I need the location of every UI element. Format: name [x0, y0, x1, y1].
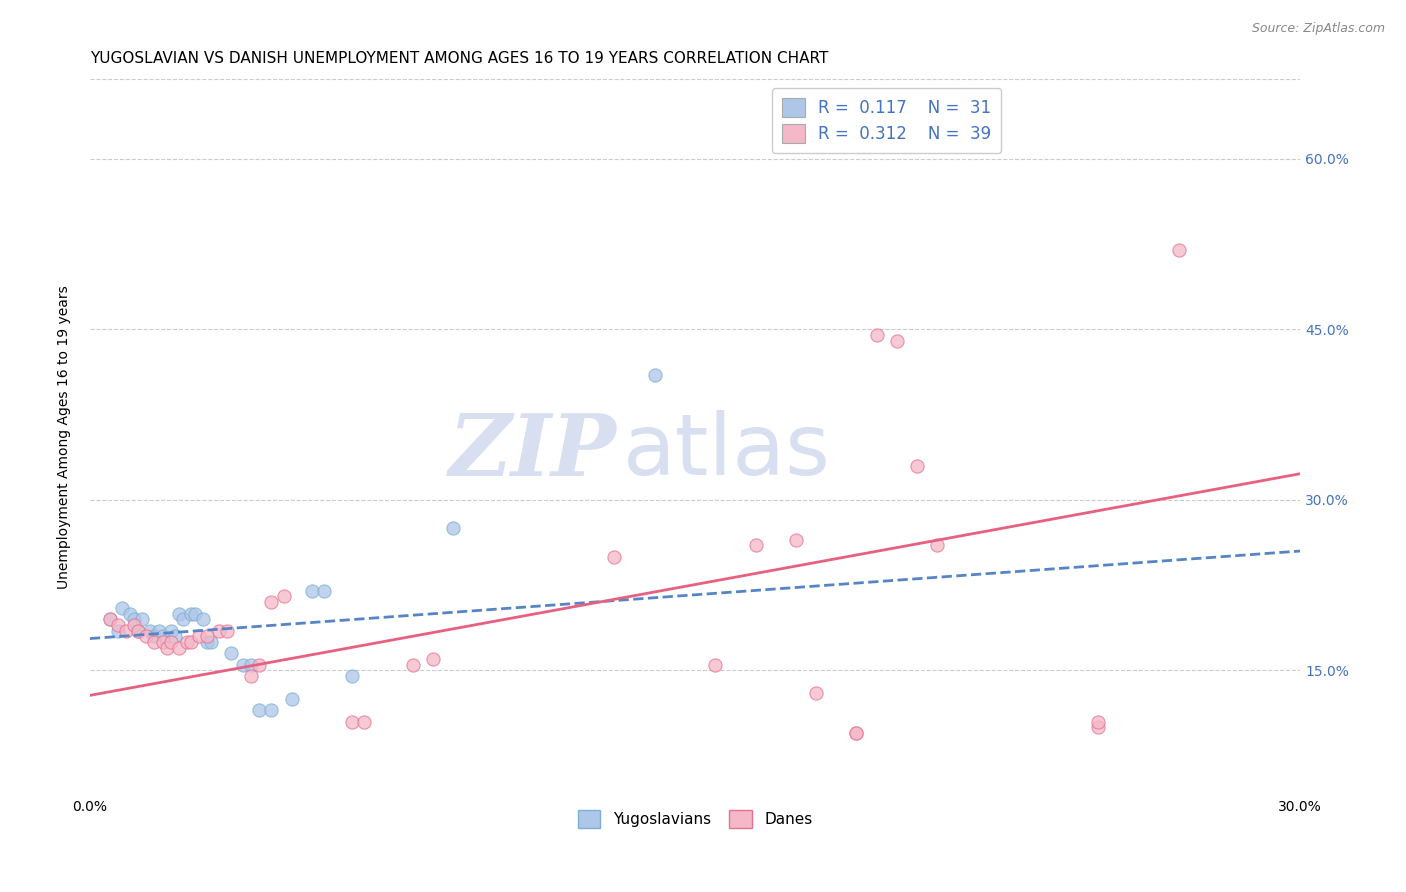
Point — [120, 607, 142, 621]
Point — [127, 624, 149, 638]
Point — [191, 612, 214, 626]
Point — [107, 624, 129, 638]
Point — [187, 629, 209, 643]
Point — [340, 669, 363, 683]
Point — [644, 368, 666, 382]
Point — [152, 629, 174, 643]
Text: Source: ZipAtlas.com: Source: ZipAtlas.com — [1251, 22, 1385, 36]
Point — [124, 612, 146, 626]
Point — [845, 726, 868, 740]
Point — [232, 657, 254, 672]
Legend: Yugoslavians, Danes: Yugoslavians, Danes — [571, 804, 818, 834]
Point — [273, 590, 295, 604]
Point — [143, 629, 166, 643]
Point — [107, 618, 129, 632]
Point — [127, 624, 149, 638]
Point — [139, 624, 162, 638]
Point — [260, 595, 283, 609]
Point — [260, 703, 283, 717]
Point — [172, 612, 194, 626]
Point — [401, 657, 423, 672]
Point — [422, 652, 444, 666]
Point — [744, 538, 766, 552]
Point — [208, 624, 231, 638]
Point — [159, 624, 181, 638]
Point — [135, 629, 157, 643]
Point — [200, 635, 222, 649]
Point — [148, 624, 170, 638]
Point — [925, 538, 948, 552]
Point — [152, 635, 174, 649]
Point — [184, 607, 207, 621]
Point — [180, 635, 202, 649]
Point — [301, 583, 323, 598]
Point — [804, 686, 827, 700]
Point — [441, 521, 464, 535]
Point — [131, 612, 153, 626]
Point — [163, 629, 186, 643]
Point — [219, 646, 242, 660]
Point — [111, 600, 134, 615]
Point — [312, 583, 335, 598]
Point — [167, 607, 190, 621]
Point — [195, 635, 218, 649]
Point — [159, 635, 181, 649]
Point — [217, 624, 239, 638]
Point — [785, 533, 807, 547]
Point — [353, 714, 375, 729]
Point — [195, 629, 218, 643]
Y-axis label: Unemployment Among Ages 16 to 19 years: Unemployment Among Ages 16 to 19 years — [58, 285, 72, 590]
Point — [143, 635, 166, 649]
Point — [240, 657, 263, 672]
Point — [180, 607, 202, 621]
Point — [280, 691, 302, 706]
Point — [167, 640, 190, 655]
Point — [1087, 714, 1109, 729]
Point — [1087, 720, 1109, 734]
Text: ZIP: ZIP — [449, 410, 616, 493]
Point — [886, 334, 908, 348]
Point — [1168, 243, 1191, 257]
Point — [247, 657, 270, 672]
Point — [247, 703, 270, 717]
Point — [98, 612, 121, 626]
Point — [115, 624, 138, 638]
Point — [176, 635, 198, 649]
Point — [704, 657, 727, 672]
Text: YUGOSLAVIAN VS DANISH UNEMPLOYMENT AMONG AGES 16 TO 19 YEARS CORRELATION CHART: YUGOSLAVIAN VS DANISH UNEMPLOYMENT AMONG… — [90, 51, 828, 66]
Point — [865, 328, 887, 343]
Point — [155, 640, 177, 655]
Text: atlas: atlas — [623, 410, 831, 493]
Point — [603, 549, 626, 564]
Point — [845, 726, 868, 740]
Point — [905, 458, 928, 473]
Point — [240, 669, 263, 683]
Point — [340, 714, 363, 729]
Point — [124, 618, 146, 632]
Point — [98, 612, 121, 626]
